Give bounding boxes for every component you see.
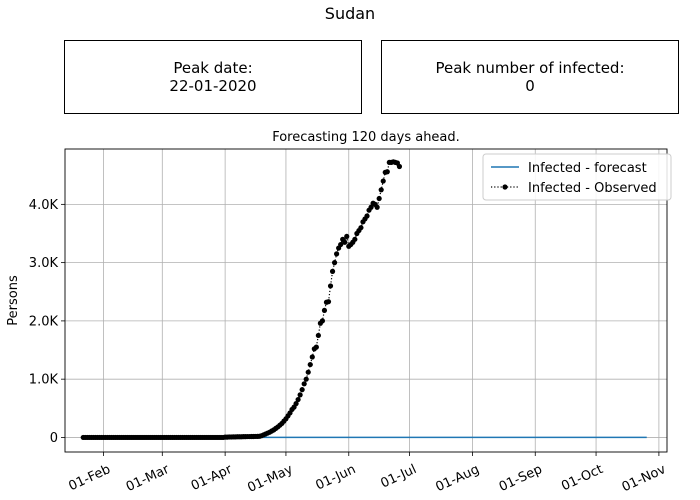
observed-point [325, 299, 332, 305]
legend-label-forecast: Infected - forecast [528, 161, 647, 176]
x-tick-label: 01-Nov [620, 462, 669, 495]
x-tick-label: 01-Sep [497, 462, 545, 495]
observed-point [293, 401, 299, 407]
plot-frame [64, 148, 668, 453]
observed-point [295, 396, 301, 403]
observed-point [342, 239, 348, 245]
x-tick-label: 01-Mar [124, 462, 172, 495]
peak-infected-value: 0 [525, 77, 535, 95]
y-tick-label: 4.0K [29, 198, 59, 213]
peak-date-value: 22-01-2020 [169, 77, 257, 95]
x-tick-label: 01-Aug [433, 462, 481, 495]
peak-date-box: Peak date: 22-01-2020 [64, 40, 362, 114]
observed-point [331, 260, 338, 266]
observed-point [334, 251, 340, 257]
observed-point [299, 387, 305, 393]
y-tick-label: 0 [50, 431, 58, 446]
observed-point [315, 332, 321, 339]
observed-point [319, 318, 326, 324]
x-tick-label: 01-Feb [66, 462, 112, 494]
observed-point [307, 361, 313, 368]
observed-point [384, 169, 390, 175]
observed-point [374, 204, 380, 210]
y-tick-label: 1.0K [29, 373, 59, 388]
chart-title: Forecasting 120 days ahead. [272, 130, 460, 145]
observed-point [380, 178, 386, 184]
x-tick-label: 01-May [245, 462, 295, 496]
legend-marker-observed [502, 184, 508, 190]
observed-point [358, 225, 364, 231]
observed-point [344, 233, 350, 240]
peak-infected-label: Peak number of infected: [435, 59, 625, 77]
observed-point [396, 163, 403, 170]
y-tick-label: 3.0K [29, 256, 59, 271]
y-tick-label: 2.0K [29, 314, 59, 329]
x-tick-label: 01-Oct [559, 462, 605, 494]
observed-point [321, 307, 328, 314]
legend-label-observed: Infected - Observed [528, 181, 657, 196]
observed-point [338, 241, 344, 248]
x-tick-label: 01-Apr [189, 462, 235, 494]
observed-point [313, 344, 319, 350]
observed-point [301, 381, 307, 387]
peak-date-label: Peak date: [173, 59, 253, 77]
observed-point [327, 283, 334, 289]
y-axis-label: Persons [6, 275, 21, 326]
observed-point [368, 204, 374, 210]
x-tick-label: 01-Jun [314, 462, 359, 493]
x-tick-label: 01-Jul [379, 462, 419, 492]
observed-point [297, 392, 303, 398]
observed-point [303, 376, 309, 382]
observed-point [309, 354, 315, 360]
observed-point [305, 369, 311, 375]
peak-infected-box: Peak number of infected: 0 [381, 40, 679, 114]
observed-point [352, 236, 358, 242]
figure-title: Sudan [324, 4, 376, 23]
observed-point [329, 268, 336, 274]
observed-point [364, 213, 370, 219]
observed-point [376, 195, 382, 202]
legend-box [482, 153, 672, 201]
observed-point [378, 187, 384, 193]
